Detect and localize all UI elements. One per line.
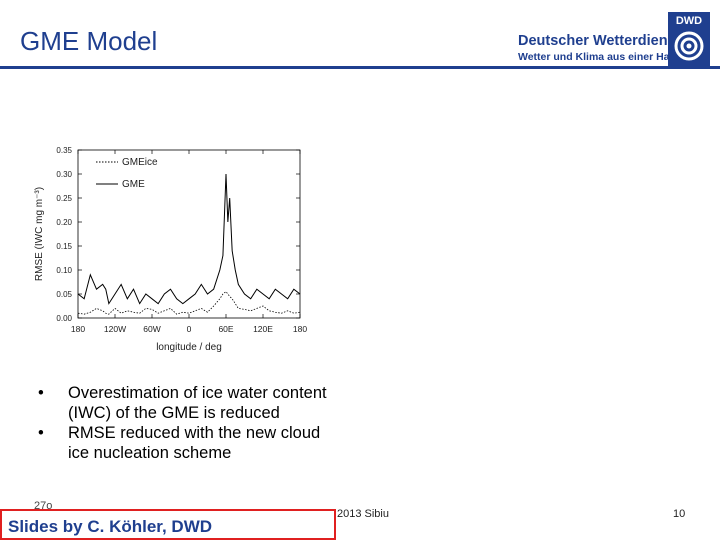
- y-axis-label: RMSE (IWC mg m⁻³): [34, 187, 45, 281]
- rmse-chart: 0.00 0.05 0.10 0.15 0.20 0.25 0.30 0.35 180 120W 6…: [34, 146, 307, 353]
- x-tick-label: 60W: [143, 324, 160, 334]
- x-tick-label: 180: [71, 324, 85, 334]
- y-tick-label: 0.25: [56, 194, 72, 203]
- bullet-list: • Overestimation of ice water content (I…: [38, 383, 338, 463]
- bullet-item: • Overestimation of ice water content (I…: [38, 383, 338, 423]
- x-axis-label: longitude / deg: [156, 342, 222, 353]
- logo-badge-text: DWD: [675, 15, 703, 27]
- series-line: [77, 173, 301, 305]
- logo-line-1: Deutscher Wetterdienst: [518, 33, 681, 49]
- y-tick-label: 0.15: [56, 242, 72, 251]
- credit-text: Slides by C. Köhler, DWD: [8, 517, 213, 536]
- swirl-icon: [674, 31, 704, 61]
- x-tick-label: 180: [293, 324, 307, 334]
- page-number: 10: [673, 508, 686, 520]
- legend-label: GME: [122, 179, 145, 190]
- y-tick-label: 0.35: [56, 146, 72, 155]
- bullet-text: Overestimation of ice water content (IWC…: [68, 384, 327, 422]
- x-tick-label: 120E: [253, 324, 273, 334]
- y-tick-label: 0.30: [56, 170, 72, 179]
- bullet-dot: •: [38, 424, 44, 442]
- dwd-logo-text: Deutscher Wetterdienst Wetter und Klima …: [518, 32, 683, 64]
- x-tick-label: 120W: [104, 324, 126, 334]
- y-tick-label: 0.20: [56, 218, 72, 227]
- bullet-item: • RMSE reduced with the new cloud ice nu…: [38, 423, 338, 463]
- y-tick-label: 0.05: [56, 290, 72, 299]
- plot-frame: [77, 149, 301, 319]
- y-tick-label: 0.10: [56, 266, 72, 275]
- footer-date: 2013 Sibiu: [337, 508, 389, 520]
- credit-box: Slides by C. Köhler, DWD: [0, 509, 336, 540]
- logo-line-2: Wetter und Klima aus einer Hand: [518, 51, 683, 63]
- y-tick-label: 0.00: [56, 314, 72, 323]
- slide-title: GME Model: [20, 26, 158, 56]
- x-tick-label: 0: [187, 324, 192, 334]
- legend-label: GMEice: [122, 157, 158, 168]
- series-line: [77, 291, 301, 315]
- bullet-dot: •: [38, 384, 44, 402]
- bullet-text: RMSE reduced with the new cloud ice nucl…: [68, 424, 321, 462]
- dwd-logo-badge: DWD: [668, 12, 710, 68]
- title-rule: [0, 66, 720, 69]
- x-tick-label: 60E: [218, 324, 233, 334]
